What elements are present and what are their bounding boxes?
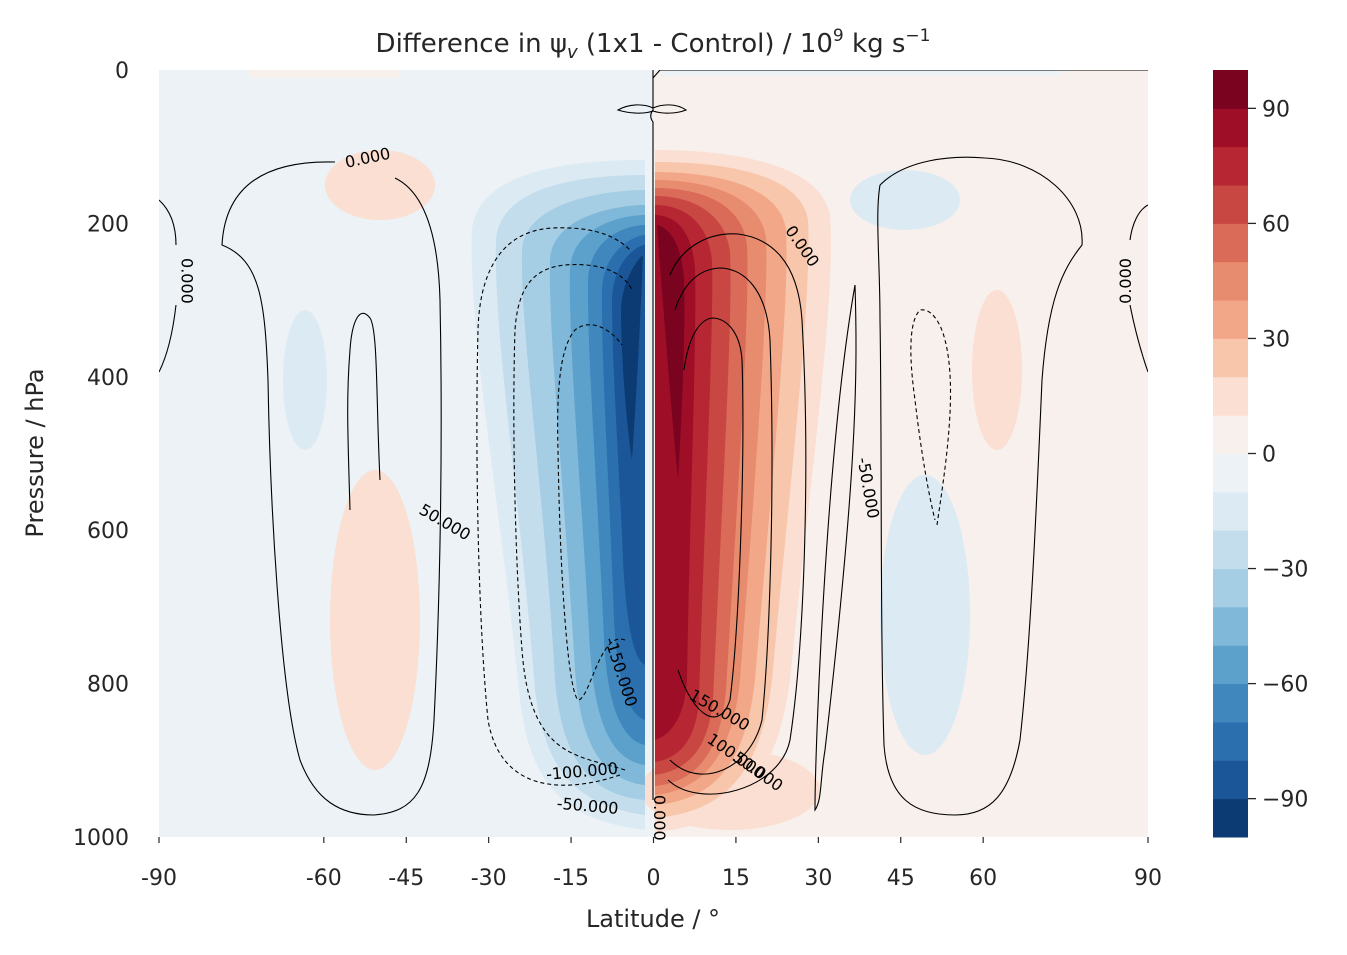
y-tick-label: 400 [87, 366, 129, 391]
colorbar-swatch [1213, 721, 1248, 761]
contour-50-sh [347, 312, 381, 511]
pos-anomaly-sh-upper [325, 150, 435, 220]
colorbar-swatch [1213, 798, 1248, 838]
y-tick-label: 800 [87, 673, 129, 698]
colorbar-swatch [1213, 300, 1248, 339]
top-strip-neg-nh [660, 70, 1060, 76]
contour-50-nh [667, 233, 807, 795]
contour-lines [159, 70, 1148, 816]
contour-zero-nh-outer [877, 156, 1083, 816]
y-tick-label: 200 [87, 212, 129, 237]
colorbar-swatch [1213, 491, 1248, 531]
colorbar-swatch [1213, 338, 1248, 378]
x-axis: -90 -60 -45 -30 -15 0 15 30 45 60 90 [141, 837, 1162, 891]
contour-zero-nh [814, 284, 857, 812]
contour-neg50-sh [476, 227, 631, 786]
contour-neg150-sh [557, 324, 626, 701]
contour-zero-equator-top [652, 70, 1148, 79]
colorbar-tick-label: −90 [1262, 788, 1308, 813]
colorbar-swatch [1213, 415, 1248, 454]
x-tick-label: -60 [306, 866, 342, 891]
colorbar-tick-label: 30 [1262, 327, 1290, 352]
colorbar-swatch [1213, 70, 1248, 109]
top-strip-pos-sh [250, 70, 400, 78]
colorbar-swatch [1213, 645, 1248, 685]
contour-zero-nh-edge [1129, 204, 1148, 373]
neg-anomaly-nh-upper [850, 170, 960, 230]
colorbar-swatch [1213, 568, 1248, 608]
colorbar-swatch [1213, 146, 1248, 186]
neg-anomaly-nh-lower [880, 475, 970, 755]
contour-100-nh [669, 267, 773, 775]
pos-anomaly-sh-lower [330, 470, 420, 770]
colorbar-swatch [1213, 108, 1248, 148]
contour-label: 0.000 [177, 258, 196, 304]
colorbar-tick-label: −60 [1262, 673, 1308, 698]
y-axis: 0 200 400 600 800 1000 [73, 59, 129, 851]
x-tick-label: -30 [471, 866, 507, 891]
y-tick-label: 1000 [73, 826, 129, 851]
contour-zero-lid [616, 104, 688, 114]
colorbar-swatch [1213, 683, 1248, 723]
colorbar-swatch [1213, 261, 1248, 301]
contour-zero-sh [221, 161, 442, 816]
colorbar-tick-label: −30 [1262, 558, 1308, 583]
colorbar-tick-label: 0 [1262, 443, 1276, 468]
colorbar-tick-label: 60 [1262, 212, 1290, 237]
contour-label: 0.000 [650, 795, 669, 841]
x-tick-label: 30 [804, 866, 832, 891]
colorbar-swatch [1213, 453, 1248, 493]
x-tick-label: 15 [722, 866, 750, 891]
positive-cell [655, 150, 831, 832]
contour-zero-sh-edge [159, 199, 177, 373]
colorbar-swatch [1213, 530, 1248, 570]
contour-neg50-nh [910, 309, 952, 526]
x-tick-label: 60 [969, 866, 997, 891]
y-tick-label: 0 [115, 59, 129, 84]
colorbar: 90 60 30 0 −30 −60 −90 [1213, 70, 1308, 838]
pos-anomaly-nh [972, 290, 1022, 450]
x-tick-label: -15 [553, 866, 589, 891]
chart-title: Difference in ψv (1x1 - Control) / 109 k… [376, 26, 931, 63]
x-axis-label: Latitude / ° [586, 905, 720, 933]
colorbar-swatch [1213, 606, 1248, 646]
colorbar-swatch [1213, 760, 1248, 800]
colorbar-swatch [1213, 185, 1248, 224]
neg-anomaly-sh [283, 310, 327, 450]
x-tick-label: 90 [1134, 866, 1162, 891]
y-axis-label: Pressure / hPa [21, 368, 49, 537]
contour-label: 0.000 [1116, 258, 1135, 304]
x-tick-label: -45 [388, 866, 424, 891]
colorbar-tick-label: 90 [1262, 97, 1290, 122]
contour-150-nh [677, 317, 744, 718]
x-tick-label: -90 [141, 866, 177, 891]
plot-area [159, 70, 1148, 837]
colorbar-swatch [1213, 223, 1248, 263]
contour-zero-equator [650, 70, 654, 800]
x-tick-label: 0 [647, 866, 661, 891]
colorbar-swatch [1213, 376, 1248, 416]
y-tick-label: 600 [87, 519, 129, 544]
contour-neg100-sh [513, 264, 633, 771]
x-tick-label: 45 [887, 866, 915, 891]
